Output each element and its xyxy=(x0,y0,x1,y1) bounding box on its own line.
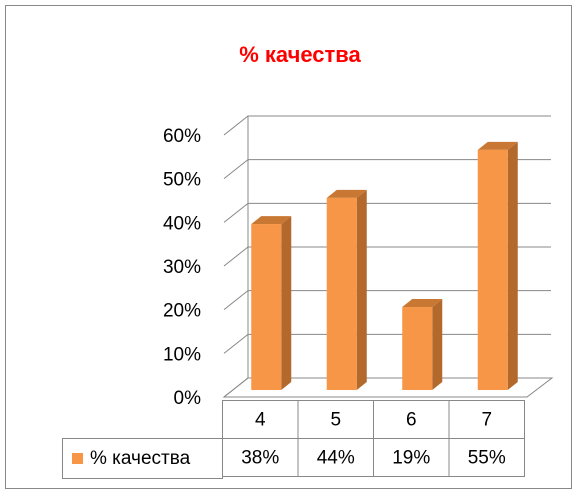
grid-line xyxy=(223,159,551,180)
legend-swatch xyxy=(72,453,83,464)
bar-side xyxy=(432,299,443,390)
bar-front xyxy=(477,149,508,390)
data-label: 19% xyxy=(392,448,430,469)
y-tick-label: 0% xyxy=(174,388,202,409)
chart-title: % качества xyxy=(239,42,361,67)
x-tick-label: 6 xyxy=(406,410,417,431)
x-tick-label: 5 xyxy=(330,410,341,431)
bar-front xyxy=(402,307,433,390)
bar-top xyxy=(251,216,292,225)
grid-line xyxy=(223,290,551,311)
grid-line xyxy=(223,377,551,398)
data-label: 38% xyxy=(241,448,279,469)
bar-side xyxy=(356,189,367,390)
bar-front xyxy=(251,224,282,390)
grid-line xyxy=(223,333,551,354)
x-tick-label: 4 xyxy=(255,410,266,431)
bar xyxy=(326,189,367,390)
bar-top xyxy=(402,299,443,308)
bar-side xyxy=(507,141,518,390)
y-tick-label: 50% xyxy=(163,170,201,191)
x-tick-label: 7 xyxy=(481,410,492,431)
y-tick-label: 30% xyxy=(163,257,201,278)
bar-top xyxy=(477,141,518,150)
data-label: 44% xyxy=(317,448,355,469)
grid-line xyxy=(223,115,551,136)
bar xyxy=(251,216,292,390)
bar-front xyxy=(326,197,357,390)
grid-line xyxy=(223,246,551,267)
legend-label: % качества xyxy=(90,448,191,469)
bar xyxy=(477,141,518,390)
y-tick-label: 60% xyxy=(163,126,201,147)
y-tick-label: 10% xyxy=(163,344,201,365)
data-label: 55% xyxy=(468,448,506,469)
y-tick-label: 20% xyxy=(163,301,201,322)
bar xyxy=(402,299,443,390)
bar-side xyxy=(281,216,292,390)
bar-top xyxy=(326,189,367,198)
table-cell xyxy=(448,438,525,477)
grid-line xyxy=(223,202,551,223)
y-tick-label: 40% xyxy=(163,213,201,234)
